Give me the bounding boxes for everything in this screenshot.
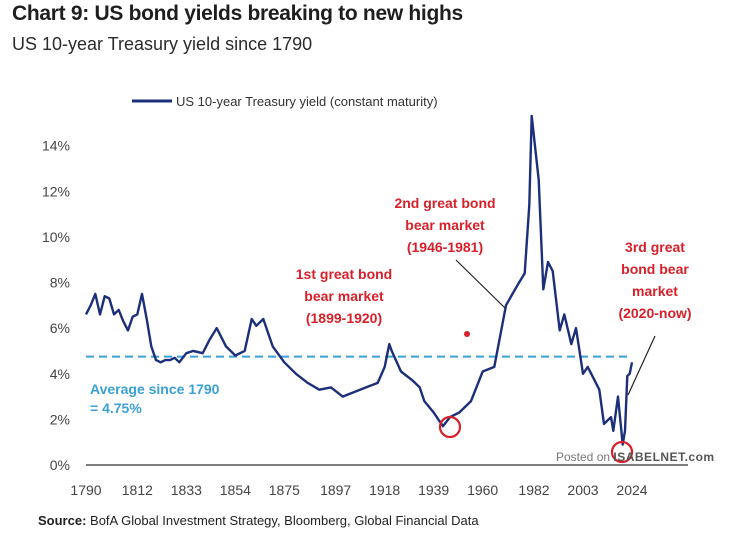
yield-series-line xyxy=(84,114,634,446)
axes: 0% 2% 4% 6% 8% 10% 12% 14% 1790 1812 1833 1854 1875 1… xyxy=(42,138,688,498)
x-tick-label: 1897 xyxy=(320,482,351,498)
low-circle-1941 xyxy=(438,415,462,439)
annotation-2-line1: 2nd great bond xyxy=(394,195,495,211)
source-label: Source: xyxy=(38,513,87,528)
y-tick-label: 0% xyxy=(50,457,70,473)
average-label-line1: Average since 1790 xyxy=(90,381,220,397)
annotation-1-line2: bear market xyxy=(304,288,384,304)
y-tick-label: 2% xyxy=(50,411,70,427)
legend: US 10-year Treasury yield (constant matu… xyxy=(132,94,438,109)
annotation-1-line3: (1899-1920) xyxy=(306,310,382,326)
annotation-1-line1: 1st great bond xyxy=(296,266,392,282)
y-tick-label: 14% xyxy=(42,138,70,154)
x-tick-label: 1833 xyxy=(171,482,202,498)
x-tick-label: 1875 xyxy=(269,482,300,498)
annotation-1st-bear: 1st great bond bear market (1899-1920) xyxy=(296,266,392,326)
x-tick-label: 1812 xyxy=(122,482,153,498)
y-tick-label: 10% xyxy=(42,229,70,245)
watermark-posted-on: Posted on xyxy=(556,450,611,464)
x-tick-label: 1982 xyxy=(518,482,549,498)
annotation-3-line4: (2020-now) xyxy=(618,305,691,321)
leader-line-2nd xyxy=(455,259,506,309)
x-tick-label: 1960 xyxy=(467,482,498,498)
leader-line-3rd xyxy=(627,335,656,396)
source-text: BofA Global Investment Strategy, Bloombe… xyxy=(90,513,479,528)
chart-subtitle: US 10-year Treasury yield since 1790 xyxy=(12,34,313,54)
legend-label: US 10-year Treasury yield (constant matu… xyxy=(176,94,438,109)
y-tick-label: 8% xyxy=(50,275,70,291)
watermark: Posted on ISABELNET.com xyxy=(556,450,715,464)
annotation-2-line3: (1946-1981) xyxy=(407,239,483,255)
y-tick-label: 12% xyxy=(42,183,70,199)
watermark-brand: ISABELNET.com xyxy=(613,450,715,464)
y-tick-label: 6% xyxy=(50,320,70,336)
x-tick-label: 2003 xyxy=(567,482,598,498)
source-note: Source: BofA Global Investment Strategy,… xyxy=(38,513,479,528)
x-tick-label: 1790 xyxy=(70,482,101,498)
annotation-3-line3: market xyxy=(632,283,678,299)
y-tick-label: 4% xyxy=(50,366,70,382)
annotation-3-line1: 3rd great xyxy=(625,239,685,255)
annotation-2nd-bear: 2nd great bond bear market (1946-1981) xyxy=(394,195,495,255)
x-tick-label: 1918 xyxy=(369,482,400,498)
x-tick-label: 1939 xyxy=(418,482,449,498)
average-label-line2: = 4.75% xyxy=(90,400,142,416)
low-circle-2020 xyxy=(610,440,634,464)
annotation-3rd-bear: 3rd great bond bear market (2020-now) xyxy=(618,239,691,321)
cursor-dot xyxy=(464,331,470,337)
chart-title: Chart 9: US bond yields breaking to new … xyxy=(12,2,463,25)
x-tick-label: 1854 xyxy=(220,482,251,498)
annotation-3-line2: bond bear xyxy=(621,261,689,277)
x-tick-label: 2024 xyxy=(616,482,647,498)
annotation-2-line2: bear market xyxy=(405,217,485,233)
